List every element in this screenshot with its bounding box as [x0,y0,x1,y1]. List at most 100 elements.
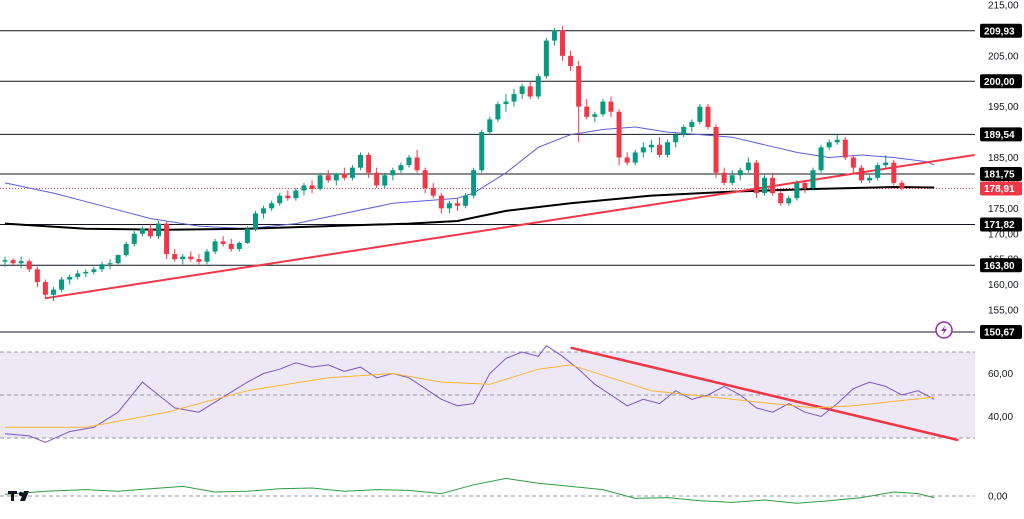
candle-body [131,233,137,244]
candle-body [366,154,372,173]
candle-body [503,101,509,105]
candle-body [317,175,323,190]
candle [438,193,444,214]
level-tag-bg [980,23,1022,38]
candle [180,254,186,265]
candle [341,167,347,181]
candle-body [883,162,889,166]
candle [737,167,743,181]
candle-body [446,203,452,209]
candle [689,119,695,133]
candle [479,129,485,173]
candle [333,172,339,186]
candle-body [196,259,202,262]
level-tag-label: 163,80 [984,261,1015,272]
candle-body [560,30,566,56]
candle-body [721,172,727,183]
candle [196,254,202,265]
candle-body [632,152,638,163]
candle [511,88,517,107]
candle [899,180,905,191]
candle [139,226,145,237]
moving-averages [4,126,935,231]
candle-body [891,162,897,183]
candle-body [543,40,549,77]
candle [252,210,258,232]
candle-body [10,260,16,264]
candle-body [26,261,32,270]
candle-body [228,243,234,249]
candle-body [382,175,388,186]
candle-body [244,228,250,243]
candle-body [349,167,355,178]
candle-body [285,195,291,199]
alert-flash-icon[interactable] [935,321,953,339]
level-tag-label: 171,82 [984,220,1015,231]
candle-body [2,260,8,262]
candle-body [83,271,89,274]
candle [91,266,97,275]
level-tag-bg [980,258,1022,273]
candle [99,261,105,272]
candle [10,258,16,266]
last-price-tag: 178,91 [980,181,1022,196]
candle-body [584,106,590,117]
candle-body [681,127,687,135]
candle [454,198,460,211]
candle-body [406,157,412,166]
candle [325,170,331,183]
candle-body [422,170,428,188]
candle-body [34,269,40,283]
candle-body [786,198,792,204]
price-tick-label: 205,00 [988,51,1019,62]
level-tag: 209,93 [980,23,1022,38]
candle-body [495,104,501,120]
candle-body [147,228,153,237]
price-tick-label: 215,00 [988,1,1019,12]
candle [414,149,420,173]
candle-body [810,170,816,188]
candle [50,287,56,301]
candle-body [826,142,832,148]
candle-body [463,195,469,206]
candle [382,172,388,188]
horizontal-levels[interactable] [0,30,975,333]
candle [834,134,840,145]
candle-body [479,132,485,171]
trendlines[interactable] [44,153,975,442]
price-tick-label: 155,00 [988,306,1019,317]
rsi-tick-label: 60,00 [988,369,1013,380]
candle-body [656,144,662,155]
price-trendline [44,153,975,300]
candle-body [212,241,218,252]
candle [374,167,380,188]
candle [228,238,234,252]
candle [42,279,48,298]
candle-body [390,170,396,176]
candle [236,241,242,252]
ma-slow-line [4,185,935,231]
candle [721,167,727,186]
level-tag: 200,00 [980,74,1022,89]
candle [277,193,283,206]
price-tick-label: 195,00 [988,102,1019,113]
candle-body [576,66,582,107]
candle-body [624,157,630,163]
candle-body [753,162,759,194]
rsi-line [4,344,935,443]
candle [67,274,73,285]
last-price-tag-label: 178,91 [984,184,1015,195]
price-tick-label: 160,00 [988,280,1019,291]
candle [713,124,719,178]
candle [786,195,792,206]
price-tags: 209,93 200,00 189,54 181,75 171,82 163,80 150,… [980,23,1022,340]
candle [261,205,267,219]
candle-body [156,223,162,237]
level-tag-bg [980,217,1022,232]
candle-body [648,144,654,148]
level-tag-bg [980,127,1022,142]
candle [309,180,315,194]
candle [802,180,808,194]
candle [463,193,469,209]
